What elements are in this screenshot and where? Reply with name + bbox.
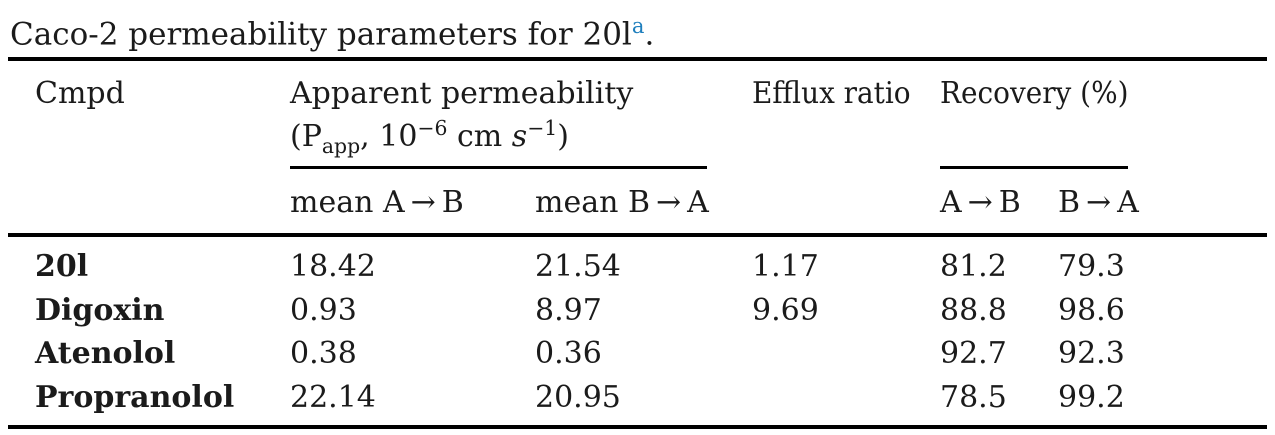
cell-efflux-ratio: 1.17 <box>752 249 819 284</box>
cell-compound: Atenolol <box>35 336 176 371</box>
table-top-rule <box>8 57 1267 61</box>
cell-mean-a-to-b: 22.14 <box>290 380 376 415</box>
papp-close: ) <box>557 119 569 154</box>
subheader-mean-b-to-a: mean B → A <box>535 185 709 220</box>
cell-recovery-b-to-a: 98.6 <box>1058 293 1125 328</box>
col-header-efflux-ratio: Efflux ratio <box>752 76 911 111</box>
cell-recovery-a-to-b: 81.2 <box>940 249 1007 284</box>
apparent-permeability-title: Apparent permeability <box>290 76 634 111</box>
papp-unit-s: s <box>511 119 528 154</box>
cell-mean-a-to-b: 0.93 <box>290 293 357 328</box>
papp-exponent-2: −1 <box>527 116 558 140</box>
recovery-group-rule <box>940 166 1128 169</box>
cell-compound: Digoxin <box>35 293 165 328</box>
cell-recovery-b-to-a: 79.3 <box>1058 249 1125 284</box>
cell-mean-a-to-b: 0.38 <box>290 336 357 371</box>
cell-recovery-b-to-a: 99.2 <box>1058 380 1125 415</box>
papp-exponent-1: −6 <box>417 116 448 140</box>
col-header-cmpd: Cmpd <box>35 76 125 111</box>
caption-text: Caco-2 permeability parameters for 20l <box>10 16 632 53</box>
col-header-apparent-permeability: Apparent permeability (Papp, 10−6 cm s−1… <box>290 76 633 164</box>
cell-mean-b-to-a: 21.54 <box>535 249 621 284</box>
table-caption: Caco-2 permeability parameters for 20la. <box>10 8 654 52</box>
cell-mean-b-to-a: 20.95 <box>535 380 621 415</box>
cell-recovery-a-to-b: 92.7 <box>940 336 1007 371</box>
cell-compound: 20l <box>35 249 89 284</box>
cell-recovery-a-to-b: 78.5 <box>940 380 1007 415</box>
table-bottom-rule <box>8 425 1267 429</box>
cell-mean-b-to-a: 0.36 <box>535 336 602 371</box>
caption-period: . <box>644 16 655 53</box>
col-header-recovery: Recovery (%) <box>940 76 1129 111</box>
papp-subscript: app <box>321 134 361 158</box>
apparent-permeability-units: (Papp, 10−6 cm s−1) <box>290 111 633 164</box>
cell-compound: Propranolol <box>35 380 235 415</box>
papp-unit-cm: cm <box>447 119 512 154</box>
table-mid-rule <box>8 233 1267 237</box>
cell-mean-a-to-b: 18.42 <box>290 249 376 284</box>
subheader-mean-a-to-b: mean A → B <box>290 185 464 220</box>
cell-recovery-a-to-b: 88.8 <box>940 293 1007 328</box>
cell-mean-b-to-a: 8.97 <box>535 293 602 328</box>
subheader-recovery-b-to-a: B → A <box>1058 185 1139 220</box>
papp-open: (P <box>290 119 322 154</box>
papp-mid: , 10 <box>360 119 418 154</box>
subheader-recovery-a-to-b: A → B <box>940 185 1021 220</box>
footnote-marker[interactable]: a <box>631 13 645 38</box>
apparent-permeability-group-rule <box>290 166 707 169</box>
cell-efflux-ratio: 9.69 <box>752 293 819 328</box>
cell-recovery-b-to-a: 92.3 <box>1058 336 1125 371</box>
